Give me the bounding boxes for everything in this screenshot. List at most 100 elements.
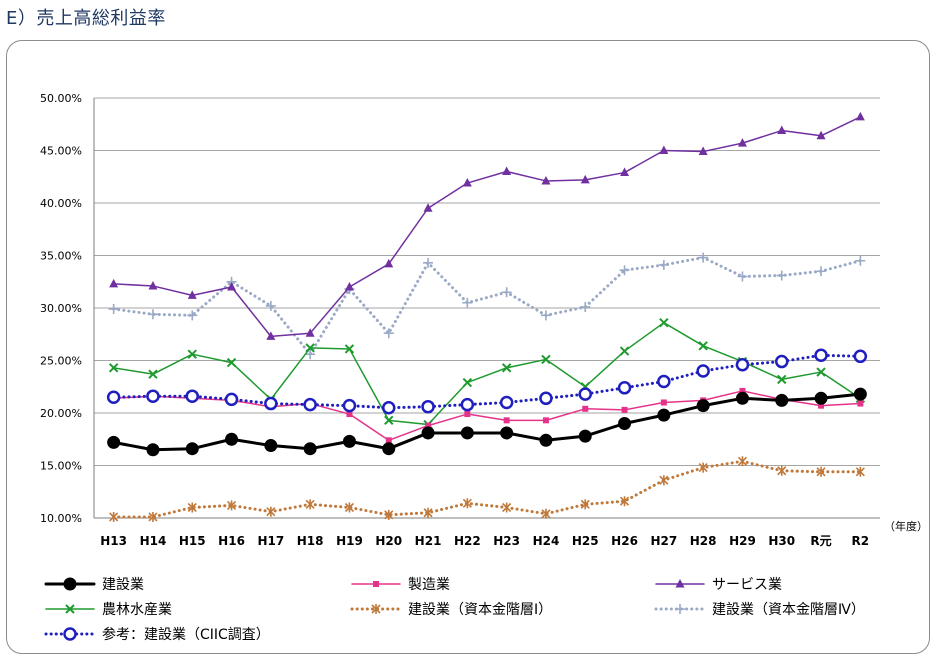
data-point (344, 282, 354, 291)
data-point (541, 175, 551, 185)
data-point (227, 282, 237, 291)
data-point (423, 257, 434, 268)
legend-swatch (655, 579, 705, 588)
data-point (384, 415, 394, 426)
data-point (502, 502, 512, 513)
x-tick-label: H19 (336, 534, 363, 548)
data-point (737, 138, 747, 147)
data-point (619, 265, 630, 276)
legend-marker (371, 604, 381, 614)
data-point (777, 465, 787, 476)
data-point (382, 442, 396, 456)
data-point (148, 369, 158, 379)
data-point (540, 310, 551, 321)
legend-marker (675, 579, 685, 588)
data-point (580, 174, 590, 184)
data-point (146, 443, 160, 457)
chart-frame (6, 40, 930, 654)
x-tick-label: H16 (218, 534, 245, 548)
series-line (112, 321, 862, 426)
legend-item: 農林水産業 (44, 597, 172, 621)
data-point (383, 328, 394, 339)
data-point (501, 363, 512, 373)
data-point (818, 402, 825, 409)
data-point (425, 422, 432, 429)
data-point (739, 387, 746, 394)
x-tick-label: H27 (650, 534, 677, 548)
data-point (541, 354, 551, 365)
data-point (698, 462, 708, 473)
data-point (147, 309, 158, 320)
data-point (385, 437, 392, 444)
y-tick-label: 15.00% (40, 460, 82, 473)
series-2 (110, 387, 864, 444)
legend-label: 参考：建設業（CIIC調査） (102, 627, 270, 643)
data-point (148, 511, 158, 522)
data-point (857, 400, 864, 407)
data-point (503, 417, 510, 424)
legend-label: 建設業（資本金階層Ⅳ） (712, 602, 865, 618)
series-line (112, 459, 862, 519)
x-tick-label: H13 (100, 534, 127, 548)
x-tick-label: H24 (533, 534, 560, 548)
data-point (617, 381, 632, 395)
data-point (777, 374, 787, 385)
data-point (696, 364, 710, 378)
data-point (423, 507, 433, 518)
series-line (112, 116, 862, 338)
y-tick-label: 30.00% (40, 302, 82, 315)
y-tick-label: 50.00% (40, 92, 82, 105)
legend-swatch (45, 604, 95, 614)
data-point (224, 392, 239, 407)
y-tick-label: 40.00% (40, 197, 82, 210)
x-tick-label: H23 (493, 534, 520, 548)
y-tick-label: 20.00% (40, 407, 82, 420)
data-point (816, 266, 827, 277)
x-tick-label: H17 (257, 534, 284, 548)
series-7 (106, 348, 868, 415)
data-point (187, 502, 197, 513)
legend-item: 建設業 (44, 572, 144, 596)
data-point (582, 405, 589, 412)
data-point (384, 509, 394, 520)
data-point (187, 310, 198, 321)
legend-item: 参考：建設業（CIIC調査） (44, 622, 270, 646)
data-point (541, 508, 551, 519)
data-point (853, 387, 867, 401)
data-point (305, 499, 315, 510)
data-point (499, 395, 514, 410)
data-point (421, 426, 435, 440)
legend-marker (63, 577, 77, 591)
data-point (777, 125, 787, 135)
data-point (264, 396, 278, 411)
legend-marker (373, 581, 379, 587)
data-point (855, 111, 865, 121)
legend-swatch (351, 581, 401, 587)
series-5 (109, 456, 865, 522)
data-point (619, 346, 630, 356)
y-tick-label: 10.00% (40, 512, 82, 525)
data-point (303, 442, 317, 456)
series-line (112, 392, 862, 452)
data-point (816, 466, 826, 477)
data-point (344, 344, 355, 354)
data-point (502, 166, 512, 175)
data-point (578, 429, 592, 443)
legend-item: サービス業 (654, 572, 782, 596)
data-point (737, 271, 748, 282)
data-point (816, 367, 826, 377)
series-line (112, 256, 862, 356)
y-tick-label: 25.00% (40, 355, 82, 368)
legend-swatch (350, 604, 402, 614)
data-point (659, 317, 669, 328)
data-point (423, 203, 433, 212)
data-point (342, 434, 356, 448)
data-point (266, 331, 276, 340)
data-point (737, 456, 748, 467)
legend-item: 建設業（資本金階層Ⅳ） (654, 597, 865, 621)
data-point (464, 411, 471, 418)
data-point (462, 377, 473, 388)
series-1 (107, 387, 867, 457)
data-point (344, 502, 355, 513)
